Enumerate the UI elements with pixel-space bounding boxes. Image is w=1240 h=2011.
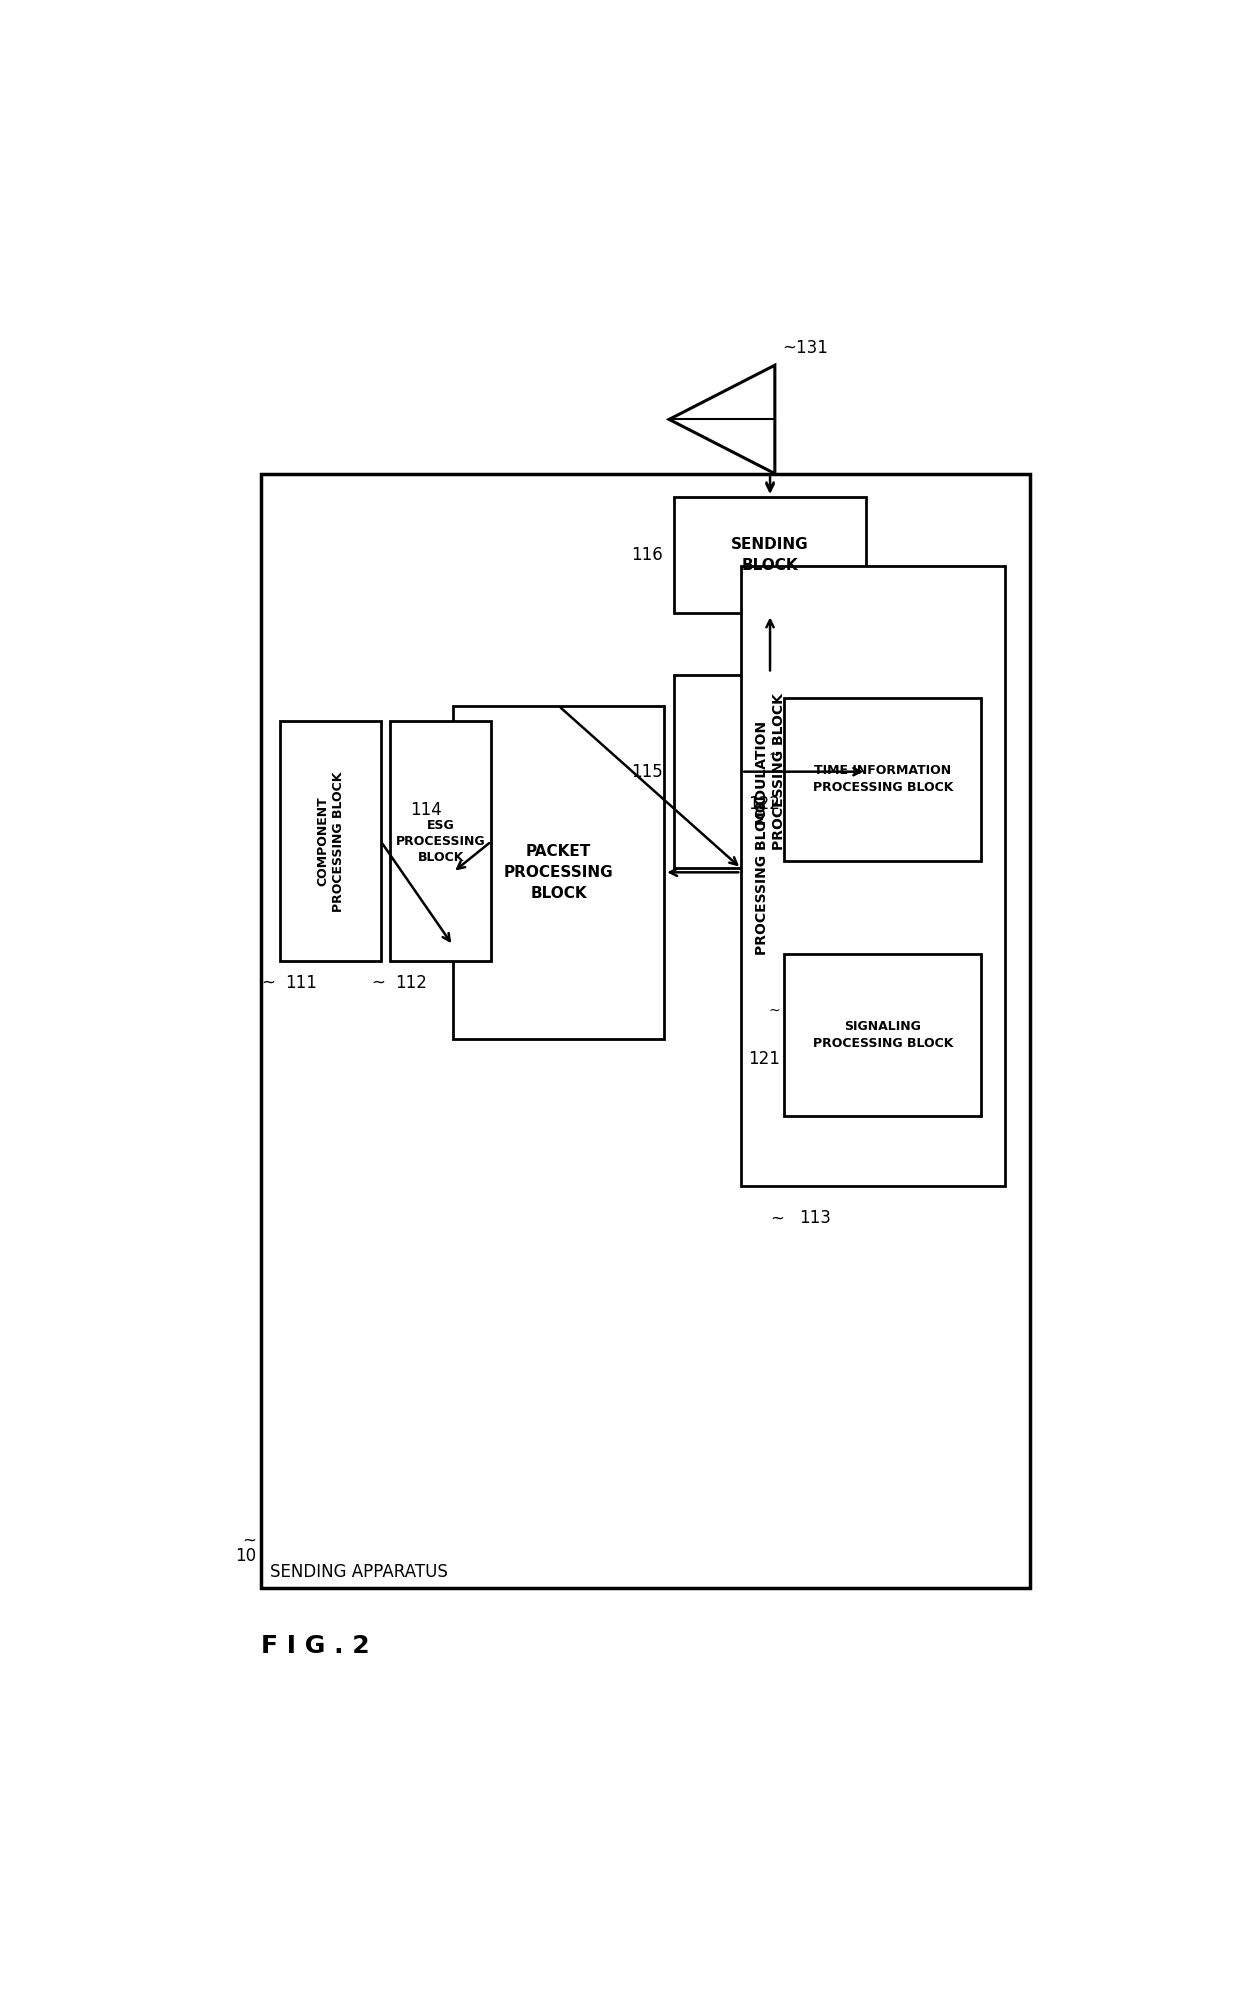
- Text: SENDING
BLOCK: SENDING BLOCK: [732, 537, 808, 573]
- Text: SIGNALING
PROCESSING BLOCK: SIGNALING PROCESSING BLOCK: [812, 1020, 954, 1050]
- Bar: [675, 676, 866, 869]
- Text: ESG
PROCESSING
BLOCK: ESG PROCESSING BLOCK: [396, 818, 486, 865]
- Text: MODULATION
PROCESSING BLOCK: MODULATION PROCESSING BLOCK: [754, 694, 786, 851]
- Text: ~: ~: [262, 973, 275, 991]
- Text: PROCESSING BLOCK: PROCESSING BLOCK: [755, 798, 769, 955]
- Bar: [453, 706, 665, 1040]
- Text: ~: ~: [372, 973, 386, 991]
- Text: ~131: ~131: [782, 340, 828, 358]
- Bar: [391, 722, 491, 961]
- Text: 121: 121: [748, 1050, 780, 1068]
- Bar: [260, 475, 1029, 1589]
- Text: 112: 112: [396, 973, 427, 991]
- Text: 113: 113: [799, 1209, 831, 1227]
- Bar: [280, 722, 381, 961]
- Text: TIME INFORMATION
PROCESSING BLOCK: TIME INFORMATION PROCESSING BLOCK: [812, 764, 954, 794]
- Text: PACKET
PROCESSING
BLOCK: PACKET PROCESSING BLOCK: [503, 845, 614, 901]
- Text: ~: ~: [242, 1532, 255, 1550]
- Text: ~: ~: [768, 748, 780, 762]
- Bar: [675, 497, 866, 613]
- Text: 116: 116: [631, 545, 662, 563]
- Text: COMPONENT
PROCESSING BLOCK: COMPONENT PROCESSING BLOCK: [316, 770, 345, 911]
- Text: ~: ~: [770, 1209, 785, 1227]
- Text: F I G . 2: F I G . 2: [260, 1635, 370, 1659]
- Bar: [785, 698, 982, 861]
- Bar: [785, 953, 982, 1116]
- Text: 111: 111: [285, 973, 316, 991]
- Text: 115: 115: [631, 762, 662, 780]
- Text: 114: 114: [409, 800, 441, 818]
- Bar: [742, 567, 1006, 1186]
- Text: ~: ~: [768, 1003, 780, 1018]
- Text: 122: 122: [748, 794, 780, 812]
- Text: 10: 10: [234, 1546, 255, 1565]
- Text: SENDING APPARATUS: SENDING APPARATUS: [270, 1563, 448, 1581]
